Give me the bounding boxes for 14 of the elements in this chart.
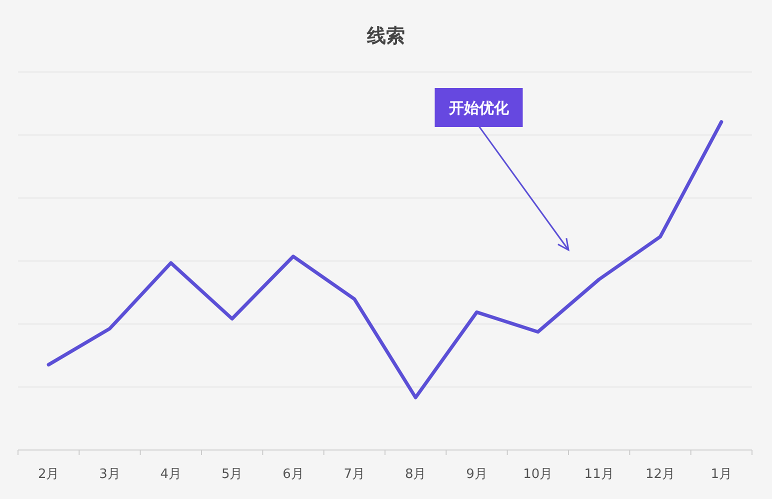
x-tick-label: 3月: [99, 467, 120, 482]
x-tick-label: 9月: [466, 467, 488, 482]
x-tick-label: 7月: [344, 467, 366, 482]
x-tick-label: 5月: [221, 467, 243, 482]
x-tick-label: 11月: [584, 467, 614, 482]
text: 开始优化: [448, 99, 510, 117]
chart-title: 线索: [366, 25, 405, 47]
x-tick-label: 6月: [282, 467, 304, 482]
x-tick-label: 1月: [710, 467, 732, 482]
x-tick-label: 12月: [645, 467, 676, 482]
x-tick-label: 4月: [160, 467, 182, 482]
x-tick-label: 10月: [523, 467, 553, 482]
x-tick-label: 8月: [404, 467, 426, 482]
x-tick-label: 2月: [38, 467, 60, 482]
